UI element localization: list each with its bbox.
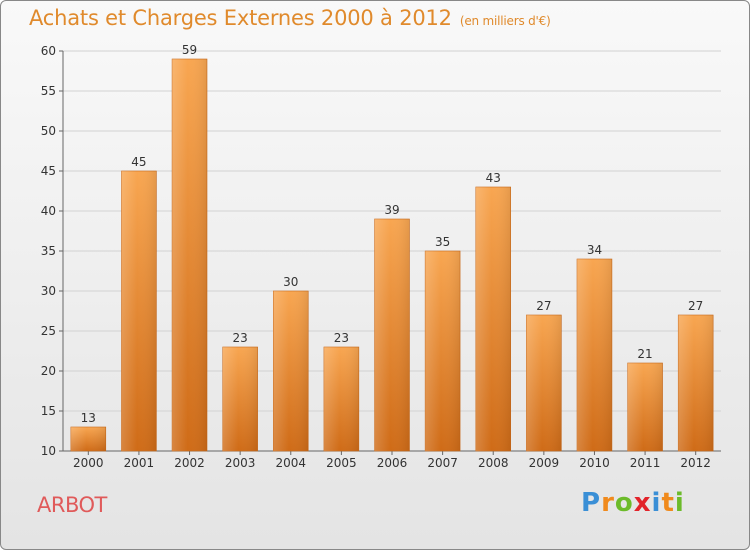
x-tick-label-2011: 2011 <box>630 456 661 470</box>
data-label-2003: 23 <box>233 331 248 345</box>
logo-letter: r <box>601 488 615 518</box>
x-tick-label-2012: 2012 <box>680 456 711 470</box>
data-label-2012: 27 <box>688 299 703 313</box>
logo-letter: i <box>651 488 662 518</box>
bar-shade-2009 <box>526 315 562 451</box>
bar-shade-2001 <box>121 171 157 451</box>
logo-letter: x <box>633 488 652 518</box>
proxiti-logo: Proxiti <box>581 488 685 518</box>
y-tick-label: 35 <box>41 244 56 258</box>
bar-shade-2008 <box>475 187 511 451</box>
bar-shade-2007 <box>425 251 461 451</box>
bar-shade-2004 <box>273 291 309 451</box>
x-tick-label-2009: 2009 <box>529 456 560 470</box>
y-tick-label: 20 <box>41 364 56 378</box>
y-tick-label: 45 <box>41 164 56 178</box>
x-tick-label-2010: 2010 <box>579 456 610 470</box>
data-labels: 13 45 59 23 30 23 39 35 43 27 34 21 27 <box>81 43 704 425</box>
y-tick-label: 50 <box>41 124 56 138</box>
logo-letter: t <box>661 488 675 518</box>
place-name: ARBOT <box>37 493 107 517</box>
data-label-2006: 39 <box>384 203 399 217</box>
chart-unit: (en milliers d'€) <box>459 14 551 28</box>
bar-shade-2010 <box>576 259 612 451</box>
y-tick-label: 40 <box>41 204 56 218</box>
y-tick-label: 30 <box>41 284 56 298</box>
data-label-2005: 23 <box>334 331 349 345</box>
bar-shade-2003 <box>222 347 258 451</box>
bar-shade-2000 <box>70 427 106 451</box>
data-label-2010: 34 <box>587 243 602 257</box>
x-tick-label-2005: 2005 <box>326 456 357 470</box>
y-tick-label: 10 <box>41 444 56 458</box>
x-tick-label-2001: 2001 <box>124 456 155 470</box>
logo-letter: P <box>581 488 602 518</box>
data-label-2001: 45 <box>131 155 146 169</box>
bar-shade-2005 <box>323 347 359 451</box>
y-tick-label: 25 <box>41 324 56 338</box>
logo-letter: i <box>674 488 685 518</box>
x-tick-label-2002: 2002 <box>174 456 205 470</box>
x-tick-labels: 2000 2001 2002 2003 2004 2005 2006 2007 2008 2009… <box>73 456 711 470</box>
data-label-2004: 30 <box>283 275 298 289</box>
x-tick-label-2007: 2007 <box>427 456 458 470</box>
data-label-2000: 13 <box>81 411 96 425</box>
bar-shade-2002 <box>172 59 208 451</box>
y-tick-label: 55 <box>41 84 56 98</box>
bar-shade-2012 <box>678 315 714 451</box>
bar-shade-2011 <box>627 363 663 451</box>
data-label-2007: 35 <box>435 235 450 249</box>
x-tick-label-2000: 2000 <box>73 456 104 470</box>
y-tick-labels: 10 15 20 25 30 35 40 45 50 55 60 <box>41 44 56 458</box>
x-tick-label-2006: 2006 <box>377 456 408 470</box>
bar-shade-2006 <box>374 219 410 451</box>
logo-letter: o <box>614 488 634 518</box>
chart-title: Achats et Charges Externes 2000 à 2012 (e… <box>29 6 551 30</box>
chart-title-text: Achats et Charges Externes 2000 à 2012 <box>29 6 452 30</box>
y-tick-label: 15 <box>41 404 56 418</box>
data-label-2011: 21 <box>637 347 652 361</box>
y-tick-label: 60 <box>41 44 56 58</box>
x-tick-label-2008: 2008 <box>478 456 509 470</box>
x-tick-label-2004: 2004 <box>275 456 306 470</box>
bars <box>70 58 714 452</box>
x-tick-label-2003: 2003 <box>225 456 256 470</box>
data-label-2009: 27 <box>536 299 551 313</box>
data-label-2008: 43 <box>486 171 501 185</box>
data-label-2002: 59 <box>182 43 197 57</box>
